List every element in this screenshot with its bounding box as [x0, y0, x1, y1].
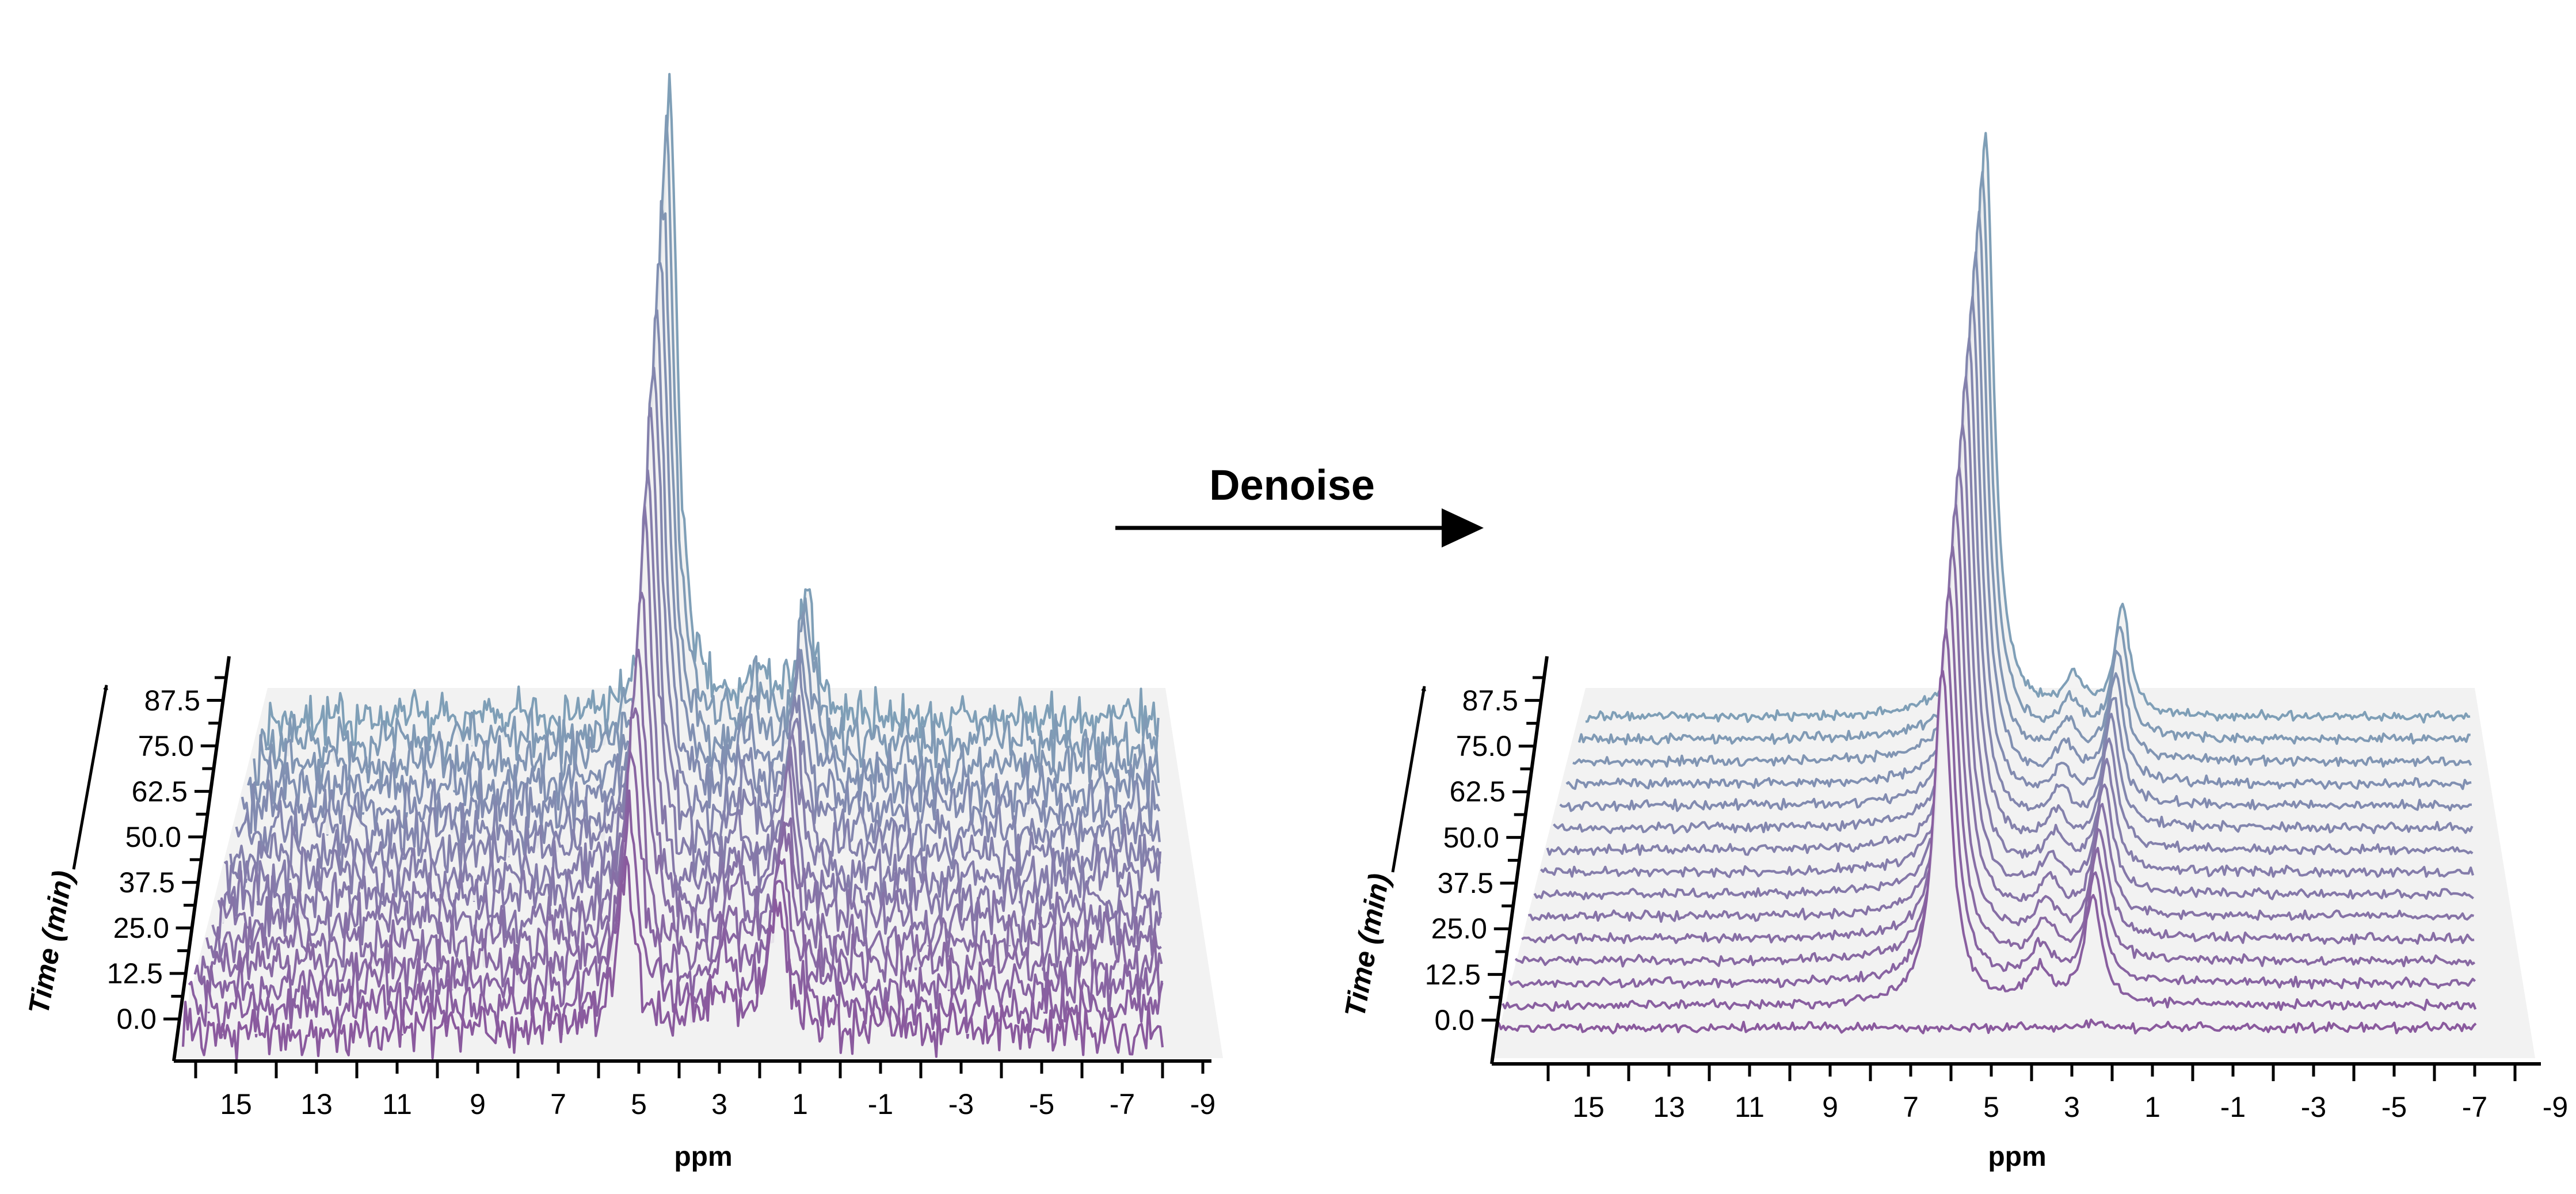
spectrum-trace — [1527, 503, 2475, 923]
time-tick-label: 50.0 — [1443, 822, 1499, 854]
spectrum-trace — [247, 261, 1160, 818]
time-axis-title: Time (min) — [1339, 871, 1396, 1020]
ppm-tick-label: 3 — [2064, 1091, 2080, 1123]
spectrum-trace — [1502, 670, 2477, 1012]
ppm-tick-label: 5 — [631, 1088, 647, 1120]
spectrum-trace — [253, 200, 1160, 793]
denoise-annotation: Denoise — [1115, 461, 1484, 547]
time-tick-label: 25.0 — [113, 912, 169, 944]
spectrum-trace — [217, 505, 1162, 925]
right-spectra-panel: 15 13 11 9 7 5 3 1 -1 -3 -5 -7 -9 ppm 0.0 12.5 25.0 37.5 5… — [1339, 132, 2568, 1172]
time-tick-label: 75.0 — [138, 730, 194, 762]
ppm-tick-label: -5 — [1029, 1088, 1054, 1120]
spectrum-trace — [1553, 337, 2474, 835]
time-tick-label: 62.5 — [1450, 775, 1506, 808]
ppm-tick-label: 13 — [300, 1088, 333, 1120]
trace-fill — [266, 74, 1158, 751]
ppm-tick-label: -9 — [1190, 1088, 1215, 1120]
left-spectra-panel: 15 13 11 9 7 5 3 1 -1 -3 -5 -7 -9 ppm 0.0 12.5 25.0 37.5 5… — [22, 73, 1223, 1172]
spectrum-trace — [211, 591, 1163, 951]
ppm-tick-label: 11 — [1735, 1091, 1765, 1123]
spectrum-trace — [1539, 423, 2475, 879]
time-axis-title: Time (min) — [22, 868, 79, 1017]
ppm-tick-label: 5 — [1983, 1091, 1999, 1123]
denoise-label: Denoise — [1209, 461, 1375, 509]
spectrum-trace — [1546, 375, 2474, 856]
time-tick-label: 87.5 — [1462, 685, 1518, 717]
spectrum-trace — [181, 855, 1164, 1062]
ppm-tick-label: -1 — [2220, 1091, 2246, 1123]
ppm-tick-label: 1 — [792, 1088, 808, 1120]
ppm-tick-label: 15 — [220, 1088, 252, 1120]
time-direction-arrow — [1391, 686, 1427, 873]
denoise-arrow-head — [1442, 508, 1484, 547]
ppm-tick-label: -3 — [948, 1088, 974, 1120]
time-tick-label: 12.5 — [107, 957, 163, 990]
ppm-tick-label: 3 — [711, 1088, 727, 1120]
ppm-tick-label: -1 — [868, 1088, 893, 1120]
time-direction-arrow — [72, 685, 109, 870]
ppm-axis-title: ppm — [674, 1142, 732, 1172]
time-tick-label: 0.0 — [1434, 1004, 1474, 1036]
ppm-tick-label: 9 — [1822, 1091, 1838, 1123]
spectrum-trace — [1577, 170, 2471, 746]
spectrum-trace — [205, 648, 1162, 973]
time-tick-label: 87.5 — [144, 685, 200, 717]
ppm-tick-label: -5 — [2381, 1091, 2407, 1123]
spectrum-trace — [1521, 545, 2475, 945]
trace-fill — [200, 708, 1162, 993]
spectrum-trace — [1514, 587, 2476, 968]
ppm-tick-label: -9 — [2543, 1091, 2568, 1123]
spectrum-trace — [1585, 132, 2471, 724]
spectrum-trace — [1533, 466, 2474, 900]
time-tick-label: 62.5 — [132, 775, 188, 808]
time-tick-label: 25.0 — [1431, 912, 1487, 945]
ppm-tick-label: -7 — [2462, 1091, 2487, 1123]
spectrum-trace — [241, 309, 1161, 838]
ppm-tick-label: 13 — [1653, 1091, 1685, 1123]
time-tick-label: 37.5 — [1438, 867, 1493, 899]
spectrum-trace — [1559, 295, 2472, 812]
spectrum-trace — [199, 707, 1163, 994]
time-tick-label: 37.5 — [119, 866, 175, 899]
ppm-axis-title: ppm — [1988, 1142, 2046, 1172]
ppm-tick-label: 1 — [2144, 1091, 2160, 1123]
ppm-tick-label: 7 — [550, 1088, 566, 1120]
trace-fill — [195, 751, 1162, 1013]
spectrum-trace — [1495, 1018, 2477, 1035]
time-tick-label: 75.0 — [1456, 730, 1512, 762]
time-tick-label: 50.0 — [125, 821, 181, 853]
spectrum-trace — [1508, 628, 2476, 990]
time-tick-label: 0.0 — [116, 1003, 157, 1035]
spectrum-trace — [1572, 210, 2472, 768]
trace-fill — [1586, 133, 2470, 723]
spectrum-trace — [265, 73, 1159, 751]
time-tick-label: 12.5 — [1425, 959, 1481, 991]
ppm-tick-label: -3 — [2301, 1091, 2326, 1123]
ppm-tick-label: 15 — [1572, 1091, 1605, 1123]
spectrum-trace — [1565, 251, 2472, 790]
ppm-tick-label: 9 — [470, 1088, 486, 1120]
ppm-tick-label: 7 — [1903, 1091, 1919, 1123]
ppm-tick-label: 11 — [382, 1088, 412, 1120]
ppm-tick-label: -7 — [1110, 1088, 1135, 1120]
trace-fill — [1579, 172, 2471, 744]
